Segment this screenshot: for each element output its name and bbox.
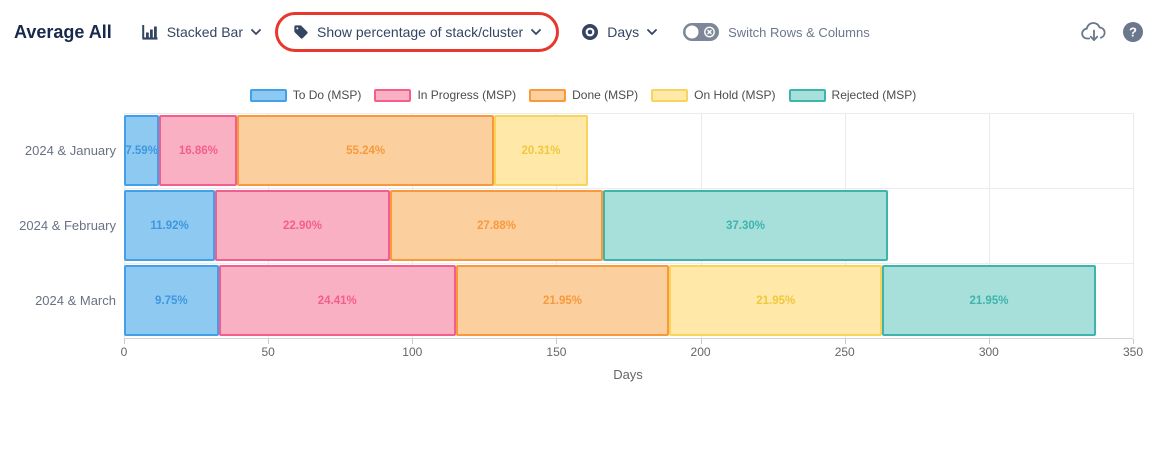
segment-percent-label: 7.59% [125, 144, 158, 157]
legend-item[interactable]: On Hold (MSP) [651, 88, 776, 102]
bar-segment[interactable]: 20.31% [493, 115, 589, 186]
segment-percent-label: 27.88% [476, 219, 516, 232]
toolbar-right-icons: ? [1081, 21, 1144, 43]
switch-rows-columns-control[interactable]: Switch Rows & Columns [683, 23, 870, 41]
axis-tick-label: 200 [690, 345, 711, 359]
category-label: 2024 & February [19, 218, 116, 233]
axis-tick-label: 300 [978, 345, 999, 359]
segment-percent-label: 9.75% [155, 294, 188, 307]
axis-tick [1133, 339, 1134, 344]
axis-tick [556, 339, 558, 344]
legend-swatch [788, 88, 826, 102]
segment-percent-label: 11.92% [150, 219, 189, 232]
axis-tick [844, 339, 846, 344]
category-label: 2024 & March [35, 293, 116, 308]
bar-segment[interactable]: 21.95% [669, 265, 883, 336]
x-axis-title: Days [613, 367, 643, 382]
chevron-down-icon [647, 29, 658, 35]
axis-tick [268, 339, 270, 344]
legend-item[interactable]: In Progress (MSP) [374, 88, 516, 102]
axis-tick-label: 350 [1122, 345, 1144, 359]
legend-swatch [529, 88, 567, 102]
bar-row: 7.59% 16.86% 55.24% 20.31% [124, 115, 589, 186]
bar-row: 9.75% 24.41% 21.95% 21.95% 21.95% [124, 265, 1096, 336]
help-icon[interactable]: ? [1122, 21, 1144, 43]
band-separator [124, 263, 1133, 264]
stacked-bar-chart-icon [141, 25, 158, 40]
bar-segment[interactable]: 7.59% [124, 115, 160, 186]
legend-label: Rejected (MSP) [831, 88, 917, 102]
toolbar: Average All Stacked Bar Show percentage … [0, 0, 1166, 64]
page-title: Average All [14, 21, 112, 42]
x-axis-line [124, 338, 1133, 339]
legend-swatch [249, 88, 287, 102]
segment-percent-label: 22.90% [283, 219, 323, 232]
measure-label: Days [607, 24, 640, 40]
axis-tick-label: 100 [402, 345, 423, 359]
eye-icon [582, 24, 599, 40]
axis-tick [124, 339, 125, 344]
legend-item[interactable]: Rejected (MSP) [788, 88, 917, 102]
switch-rows-columns-label: Switch Rows & Columns [728, 24, 870, 40]
gridline [988, 113, 990, 338]
bar-segment[interactable]: 16.86% [159, 115, 238, 186]
segment-percent-label: 55.24% [346, 144, 386, 157]
tag-icon [294, 25, 308, 39]
axis-tick [700, 339, 702, 344]
chevron-down-icon [251, 29, 261, 35]
axis-tick-label: 0 [120, 345, 128, 359]
chart-type-label: Stacked Bar [166, 24, 243, 40]
stacked-bar-chart: To Do (MSP) In Progress (MSP) Done (MSP) On… [0, 64, 1166, 466]
segment-percent-label: 21.95% [756, 294, 796, 307]
annotation-red-circle: Show percentage of stack/cluster [274, 12, 560, 52]
segment-percent-label: 21.95% [542, 294, 582, 307]
legend-item[interactable]: To Do (MSP) [249, 88, 362, 102]
legend-swatch [374, 88, 412, 102]
axis-tick-label: 50 [261, 345, 275, 359]
bar-segment[interactable]: 37.30% [602, 190, 888, 261]
svg-text:?: ? [1129, 25, 1137, 40]
bar-segment[interactable]: 21.95% [455, 265, 670, 336]
percentage-mode-label: Show percentage of stack/cluster [316, 24, 524, 40]
legend-label: To Do (MSP) [292, 88, 362, 102]
band-separator [124, 113, 1133, 114]
axis-tick-label: 250 [834, 345, 855, 359]
segment-percent-label: 24.41% [317, 294, 357, 307]
chart-type-dropdown[interactable]: Stacked Bar [141, 24, 261, 40]
bar-segment[interactable]: 55.24% [237, 115, 494, 186]
legend-label: Done (MSP) [572, 88, 639, 102]
bar-segment[interactable]: 22.90% [215, 190, 390, 261]
bar-segment[interactable]: 11.92% [124, 190, 216, 261]
legend-label: On Hold (MSP) [694, 88, 776, 102]
category-label: 2024 & January [24, 143, 116, 158]
segment-percent-label: 21.95% [969, 294, 1009, 307]
axis-tick [412, 339, 414, 344]
legend-label: In Progress (MSP) [417, 88, 517, 102]
gridline [1133, 113, 1134, 338]
band-separator [124, 188, 1133, 189]
chevron-down-icon [531, 29, 542, 35]
chart-legend: To Do (MSP) In Progress (MSP) Done (MSP) On… [0, 88, 1166, 102]
toggle-off-icon[interactable] [683, 23, 720, 41]
bar-segment[interactable]: 24.41% [218, 265, 456, 336]
segment-percent-label: 20.31% [521, 144, 561, 157]
segment-percent-label: 37.30% [725, 219, 765, 232]
axis-tick [988, 339, 990, 344]
bar-row: 11.92% 22.90% 27.88% 37.30% [124, 190, 888, 261]
segment-percent-label: 16.86% [178, 144, 218, 157]
legend-swatch [651, 88, 689, 102]
bar-segment[interactable]: 9.75% [124, 265, 219, 336]
legend-item[interactable]: Done (MSP) [529, 88, 638, 102]
axis-tick-label: 150 [546, 345, 567, 359]
bar-segment[interactable]: 27.88% [390, 190, 603, 261]
bar-segment[interactable]: 21.95% [882, 265, 1096, 336]
percentage-mode-dropdown[interactable]: Show percentage of stack/cluster [293, 24, 542, 40]
measure-dropdown[interactable]: Days [581, 23, 658, 41]
cloud-download-icon[interactable] [1081, 21, 1107, 43]
